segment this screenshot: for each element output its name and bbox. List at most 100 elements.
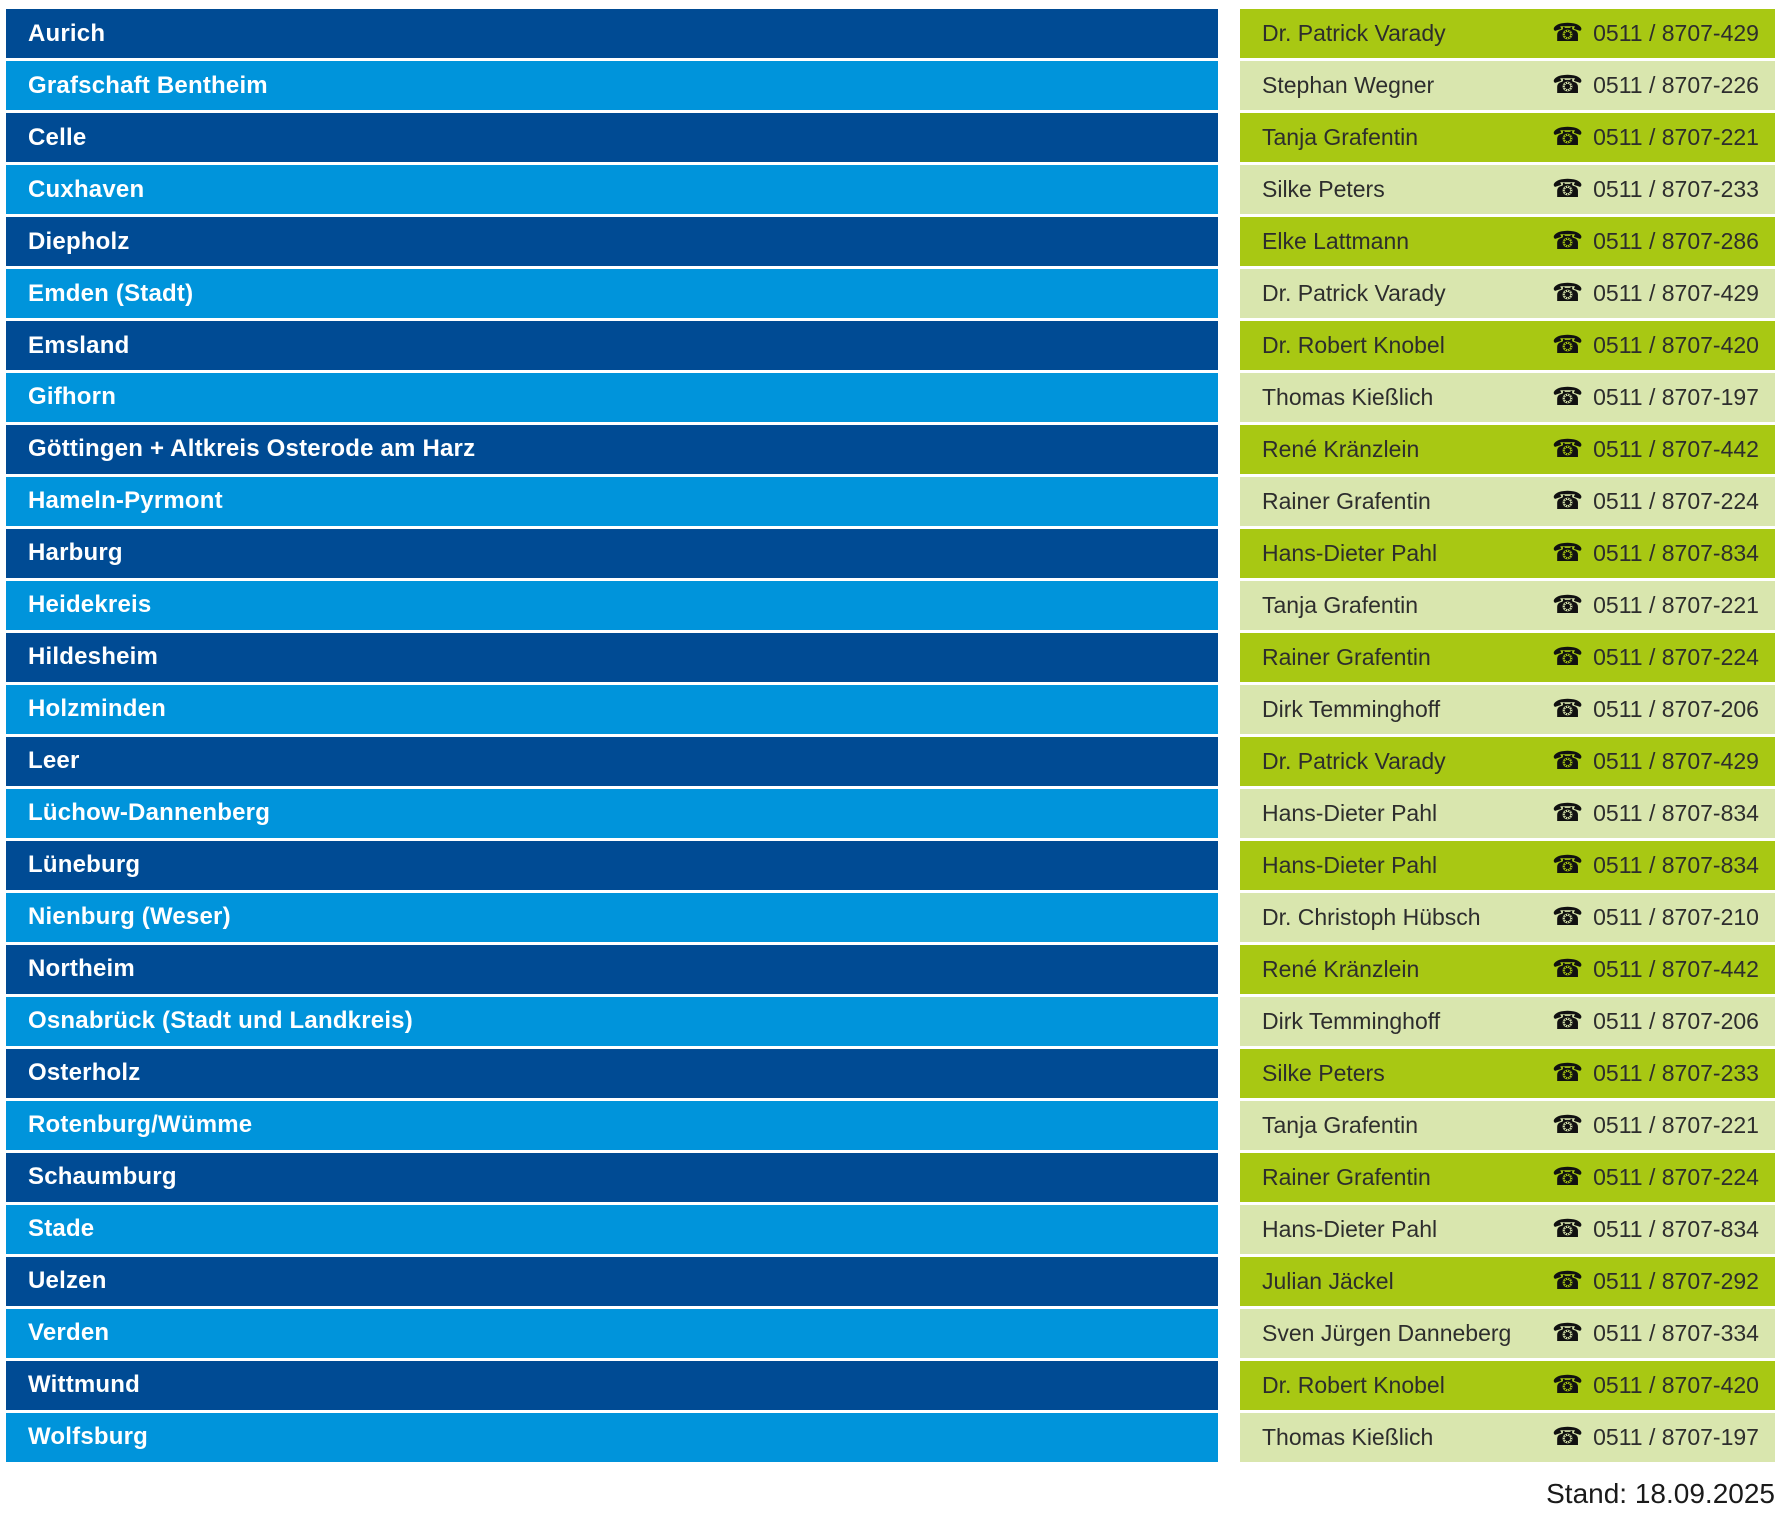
- contact-person-name: Thomas Kießlich: [1262, 383, 1434, 410]
- table-row: Lüchow-Dannenberg Hans-Dieter Pahl ☎ 051…: [0, 788, 1779, 838]
- contact-person-name: Dirk Temminghoff: [1262, 1007, 1441, 1034]
- phone-icon: ☎: [1552, 902, 1584, 931]
- phone-number: 0511 / 8707-224: [1593, 487, 1759, 514]
- district-label: Nienburg (Weser): [28, 903, 231, 931]
- phone-icon: ☎: [1552, 954, 1584, 983]
- contact-cell: Dr. Robert Knobel ☎ 0511 / 8707-420: [1240, 1360, 1775, 1410]
- contact-cell: Silke Peters ☎ 0511 / 8707-233: [1240, 164, 1775, 215]
- contact-person-name: René Kränzlein: [1262, 955, 1420, 982]
- status-date: Stand: 18.09.2025: [0, 1478, 1775, 1510]
- contact-person-name: Elke Lattmann: [1262, 228, 1410, 255]
- table-row: Cuxhaven Silke Peters ☎ 0511 / 8707-233: [0, 164, 1779, 215]
- contact-cell: Rainer Grafentin ☎ 0511 / 8707-224: [1240, 476, 1775, 527]
- district-label: Göttingen + Altkreis Osterode am Harz: [28, 435, 476, 463]
- contact-person-name: Hans-Dieter Pahl: [1262, 1215, 1438, 1242]
- contact-person-name: Hans-Dieter Pahl: [1262, 799, 1438, 826]
- district-label: Grafschaft Bentheim: [28, 71, 268, 99]
- contact-phone: ☎ 0511 / 8707-442: [1552, 436, 1759, 463]
- phone-number: 0511 / 8707-221: [1593, 124, 1759, 151]
- district-cell: Holzminden: [6, 684, 1218, 734]
- district-cell: Heidekreis: [6, 580, 1218, 631]
- contact-phone: ☎ 0511 / 8707-233: [1552, 1060, 1759, 1087]
- district-cell: Wolfsburg: [6, 1412, 1218, 1462]
- phone-icon: ☎: [1552, 19, 1584, 48]
- table-row: Lüneburg Hans-Dieter Pahl ☎ 0511 / 8707-…: [0, 840, 1779, 890]
- district-cell: Lüneburg: [6, 840, 1218, 890]
- contact-cell: Thomas Kießlich ☎ 0511 / 8707-197: [1240, 1412, 1775, 1462]
- contact-person-name: Rainer Grafentin: [1262, 643, 1431, 670]
- district-cell: Verden: [6, 1308, 1218, 1358]
- district-contact-table: Aurich Dr. Patrick Varady ☎ 0511 / 8707-…: [0, 9, 1779, 1462]
- contact-phone: ☎ 0511 / 8707-224: [1552, 644, 1759, 671]
- phone-number: 0511 / 8707-442: [1593, 435, 1759, 462]
- phone-number: 0511 / 8707-429: [1593, 20, 1759, 47]
- phone-icon: ☎: [1552, 1266, 1584, 1295]
- contact-person-name: Sven Jürgen Danneberg: [1262, 1319, 1512, 1346]
- contact-person-name: Dr. Patrick Varady: [1262, 747, 1446, 774]
- table-row: Stade Hans-Dieter Pahl ☎ 0511 / 8707-834: [0, 1204, 1779, 1254]
- contact-phone: ☎ 0511 / 8707-429: [1552, 280, 1759, 307]
- district-label: Stade: [28, 1215, 95, 1243]
- table-row: Heidekreis Tanja Grafentin ☎ 0511 / 8707…: [0, 580, 1779, 631]
- phone-number: 0511 / 8707-224: [1593, 1163, 1759, 1190]
- contact-cell: Tanja Grafentin ☎ 0511 / 8707-221: [1240, 1100, 1775, 1150]
- district-cell: Northeim: [6, 944, 1218, 994]
- district-label: Hameln-Pyrmont: [28, 487, 223, 515]
- phone-number: 0511 / 8707-834: [1593, 851, 1759, 878]
- phone-icon: ☎: [1552, 434, 1584, 463]
- contact-phone: ☎ 0511 / 8707-197: [1552, 384, 1759, 411]
- district-label: Lüchow-Dannenberg: [28, 799, 271, 827]
- contact-cell: Dr. Christoph Hübsch ☎ 0511 / 8707-210: [1240, 892, 1775, 942]
- contact-phone: ☎ 0511 / 8707-442: [1552, 956, 1759, 983]
- district-cell: Gifhorn: [6, 372, 1218, 423]
- district-label: Diepholz: [28, 227, 130, 255]
- contact-cell: Rainer Grafentin ☎ 0511 / 8707-224: [1240, 632, 1775, 682]
- phone-number: 0511 / 8707-334: [1593, 1319, 1759, 1346]
- phone-icon: ☎: [1552, 1214, 1584, 1243]
- district-cell: Diepholz: [6, 216, 1218, 267]
- district-label: Cuxhaven: [28, 175, 145, 203]
- table-row: Diepholz Elke Lattmann ☎ 0511 / 8707-286: [0, 216, 1779, 267]
- contact-cell: Thomas Kießlich ☎ 0511 / 8707-197: [1240, 372, 1775, 423]
- contact-person-name: Silke Peters: [1262, 1059, 1385, 1086]
- phone-icon: ☎: [1552, 590, 1584, 619]
- contact-cell: Dr. Patrick Varady ☎ 0511 / 8707-429: [1240, 736, 1775, 786]
- phone-number: 0511 / 8707-233: [1593, 176, 1759, 203]
- table-row: Celle Tanja Grafentin ☎ 0511 / 8707-221: [0, 112, 1779, 163]
- district-label: Wolfsburg: [28, 1423, 149, 1451]
- district-label: Verden: [28, 1319, 110, 1347]
- phone-number: 0511 / 8707-834: [1593, 1215, 1759, 1242]
- table-row: Uelzen Julian Jäckel ☎ 0511 / 8707-292: [0, 1256, 1779, 1306]
- contact-person-name: Julian Jäckel: [1262, 1267, 1394, 1294]
- district-cell: Göttingen + Altkreis Osterode am Harz: [6, 424, 1218, 475]
- district-label: Emsland: [28, 331, 130, 359]
- contact-phone: ☎ 0511 / 8707-834: [1552, 800, 1759, 827]
- district-label: Schaumburg: [28, 1163, 177, 1191]
- contact-cell: Tanja Grafentin ☎ 0511 / 8707-221: [1240, 112, 1775, 163]
- contact-cell: René Kränzlein ☎ 0511 / 8707-442: [1240, 944, 1775, 994]
- table-row: Osterholz Silke Peters ☎ 0511 / 8707-233: [0, 1048, 1779, 1098]
- phone-number: 0511 / 8707-221: [1593, 591, 1759, 618]
- district-label: Celle: [28, 123, 87, 151]
- phone-icon: ☎: [1552, 1110, 1584, 1139]
- contact-phone: ☎ 0511 / 8707-834: [1552, 852, 1759, 879]
- table-row: Holzminden Dirk Temminghoff ☎ 0511 / 870…: [0, 684, 1779, 734]
- table-row: Göttingen + Altkreis Osterode am Harz Re…: [0, 424, 1779, 475]
- contact-phone: ☎ 0511 / 8707-221: [1552, 592, 1759, 619]
- contact-person-name: Dr. Patrick Varady: [1262, 20, 1446, 47]
- phone-icon: ☎: [1552, 382, 1584, 411]
- phone-icon: ☎: [1552, 746, 1584, 775]
- phone-icon: ☎: [1552, 1006, 1584, 1035]
- contact-phone: ☎ 0511 / 8707-233: [1552, 176, 1759, 203]
- contact-cell: Hans-Dieter Pahl ☎ 0511 / 8707-834: [1240, 788, 1775, 838]
- table-row: Wolfsburg Thomas Kießlich ☎ 0511 / 8707-…: [0, 1412, 1779, 1462]
- district-cell: Lüchow-Dannenberg: [6, 788, 1218, 838]
- district-cell: Emsland: [6, 320, 1218, 371]
- table-row: Leer Dr. Patrick Varady ☎ 0511 / 8707-42…: [0, 736, 1779, 786]
- district-cell: Uelzen: [6, 1256, 1218, 1306]
- contact-cell: Stephan Wegner ☎ 0511 / 8707-226: [1240, 60, 1775, 111]
- contact-cell: Dirk Temminghoff ☎ 0511 / 8707-206: [1240, 996, 1775, 1046]
- contact-phone: ☎ 0511 / 8707-429: [1552, 748, 1759, 775]
- district-label: Leer: [28, 747, 80, 775]
- district-label: Gifhorn: [28, 383, 117, 411]
